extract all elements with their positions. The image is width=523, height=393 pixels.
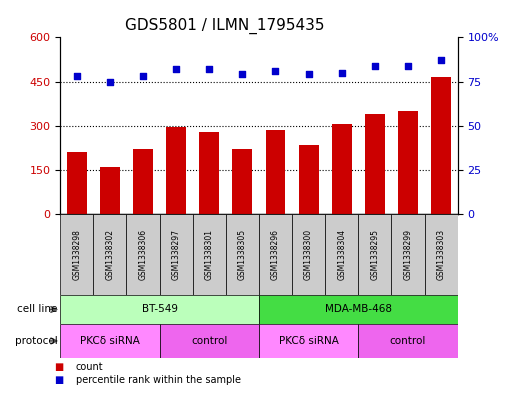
Bar — [133, 149, 153, 214]
Point — [337, 70, 346, 76]
Bar — [391, 214, 425, 295]
Bar — [358, 214, 391, 295]
Text: GSM1338304: GSM1338304 — [337, 229, 346, 280]
Bar — [266, 130, 286, 214]
Bar — [425, 214, 458, 295]
Bar — [232, 149, 252, 214]
Text: GSM1338295: GSM1338295 — [370, 229, 379, 280]
Bar — [226, 214, 259, 295]
Bar — [166, 127, 186, 214]
Bar — [160, 214, 192, 295]
Bar — [160, 324, 259, 358]
Point — [371, 62, 379, 69]
Bar — [398, 111, 418, 214]
Point — [437, 57, 445, 63]
Text: percentile rank within the sample: percentile rank within the sample — [76, 375, 241, 386]
Text: cell line: cell line — [17, 305, 58, 314]
Bar — [93, 214, 127, 295]
Text: GDS5801 / ILMN_1795435: GDS5801 / ILMN_1795435 — [125, 18, 325, 34]
Point — [304, 71, 313, 77]
Text: BT-549: BT-549 — [142, 305, 177, 314]
Bar — [332, 124, 351, 214]
Text: count: count — [76, 362, 104, 373]
Point — [139, 73, 147, 79]
Text: PKCδ siRNA: PKCδ siRNA — [279, 336, 338, 346]
Bar — [67, 152, 87, 214]
Bar — [259, 295, 458, 324]
Text: GSM1338302: GSM1338302 — [105, 229, 115, 280]
Bar — [60, 295, 259, 324]
Bar — [60, 324, 160, 358]
Bar — [100, 167, 120, 214]
Text: GSM1338306: GSM1338306 — [139, 229, 147, 280]
Text: GSM1338298: GSM1338298 — [72, 229, 81, 280]
Text: GSM1338296: GSM1338296 — [271, 229, 280, 280]
Point — [271, 68, 280, 74]
Text: ■: ■ — [54, 375, 64, 386]
Bar — [192, 214, 226, 295]
Text: PKCδ siRNA: PKCδ siRNA — [80, 336, 140, 346]
Text: GSM1338299: GSM1338299 — [403, 229, 413, 280]
Point — [404, 62, 412, 69]
Bar — [365, 114, 385, 214]
Bar — [299, 145, 319, 214]
Text: GSM1338300: GSM1338300 — [304, 229, 313, 280]
Point — [106, 79, 114, 85]
Point — [205, 66, 213, 72]
Bar — [259, 324, 358, 358]
Point — [73, 73, 81, 79]
Text: protocol: protocol — [15, 336, 58, 346]
Bar — [127, 214, 160, 295]
Point — [172, 66, 180, 72]
Text: MDA-MB-468: MDA-MB-468 — [325, 305, 392, 314]
Text: control: control — [191, 336, 228, 346]
Bar — [358, 324, 458, 358]
Text: GSM1338301: GSM1338301 — [204, 229, 214, 280]
Bar — [325, 214, 358, 295]
Text: ■: ■ — [54, 362, 64, 373]
Text: GSM1338297: GSM1338297 — [172, 229, 180, 280]
Bar — [60, 214, 93, 295]
Text: GSM1338305: GSM1338305 — [238, 229, 247, 280]
Bar — [292, 214, 325, 295]
Text: GSM1338303: GSM1338303 — [437, 229, 446, 280]
Bar — [431, 77, 451, 214]
Bar — [259, 214, 292, 295]
Bar — [199, 132, 219, 214]
Point — [238, 71, 246, 77]
Text: control: control — [390, 336, 426, 346]
